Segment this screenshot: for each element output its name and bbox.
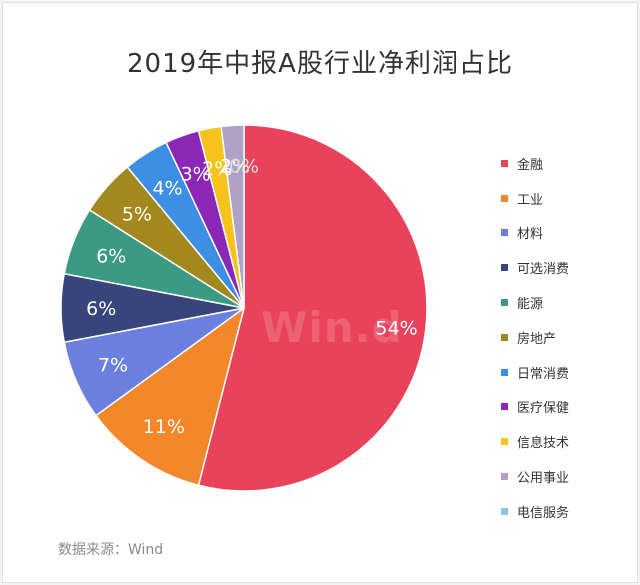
legend-label: 公用事业 [517,471,570,487]
legend-label: 房地产 [517,331,557,347]
legend-item-金融: 金融 [501,146,631,181]
legend-swatch [501,264,508,272]
pie-chart: 54%11%7%6%6%5%4%3%2%2%0% [60,124,428,492]
pie-slice-公用事业 [220,124,245,309]
slice-label-房地产: 5% [122,204,152,226]
slice-label-工业: 11% [143,416,185,438]
legend-swatch [501,368,508,376]
legend-swatch [501,159,508,167]
slice-label-信息技术: 2% [202,158,232,180]
legend-item-能源: 能源 [501,285,631,320]
legend-swatch [501,473,508,481]
slice-label-能源: 6% [96,245,126,267]
legend-label: 医疗保健 [517,401,570,417]
watermark: Win.d [261,303,403,352]
chart-title: 2019年中报A股行业净利润占比 [127,49,513,79]
legend-label: 金融 [517,157,544,173]
slice-label-金融: 54% [375,317,417,339]
legend-item-电信服务: 电信服务 [501,494,631,529]
slice-label-医疗保健: 3% [181,164,211,186]
slice-label-可选消费: 6% [86,298,116,320]
legend-item-房地产: 房地产 [501,320,631,355]
chart-legend: 金融工业材料可选消费能源房地产日常消费医疗保健信息技术公用事业电信服务 [501,146,631,529]
legend-item-信息技术: 信息技术 [501,424,631,459]
slice-label-材料: 7% [98,355,128,377]
legend-label: 材料 [517,227,544,243]
legend-label: 工业 [517,192,544,208]
legend-swatch [501,333,508,341]
legend-swatch [501,507,508,515]
legend-item-医疗保健: 医疗保健 [501,390,631,425]
pie-slice-工业 [94,306,246,487]
legend-label: 日常消费 [517,366,570,382]
slice-label-日常消费: 4% [152,177,182,199]
legend-label: 能源 [517,297,544,313]
legend-swatch [501,194,508,202]
legend-swatch [501,438,508,446]
slice-label-电信服务: 0% [229,155,259,177]
legend-item-可选消费: 可选消费 [501,250,631,285]
legend-swatch [501,403,508,411]
legend-label: 电信服务 [517,505,570,521]
legend-item-日常消费: 日常消费 [501,355,631,390]
source-note: 数据来源：Wind [58,542,164,558]
legend-swatch [501,299,508,307]
legend-label: 可选消费 [517,262,570,278]
legend-label: 信息技术 [517,436,570,452]
slice-label-公用事业: 2% [220,156,250,178]
legend-item-公用事业: 公用事业 [501,459,631,494]
pie-slice-金融 [197,124,428,492]
legend-swatch [501,229,508,237]
legend-item-材料: 材料 [501,216,631,251]
legend-item-工业: 工业 [501,181,631,216]
